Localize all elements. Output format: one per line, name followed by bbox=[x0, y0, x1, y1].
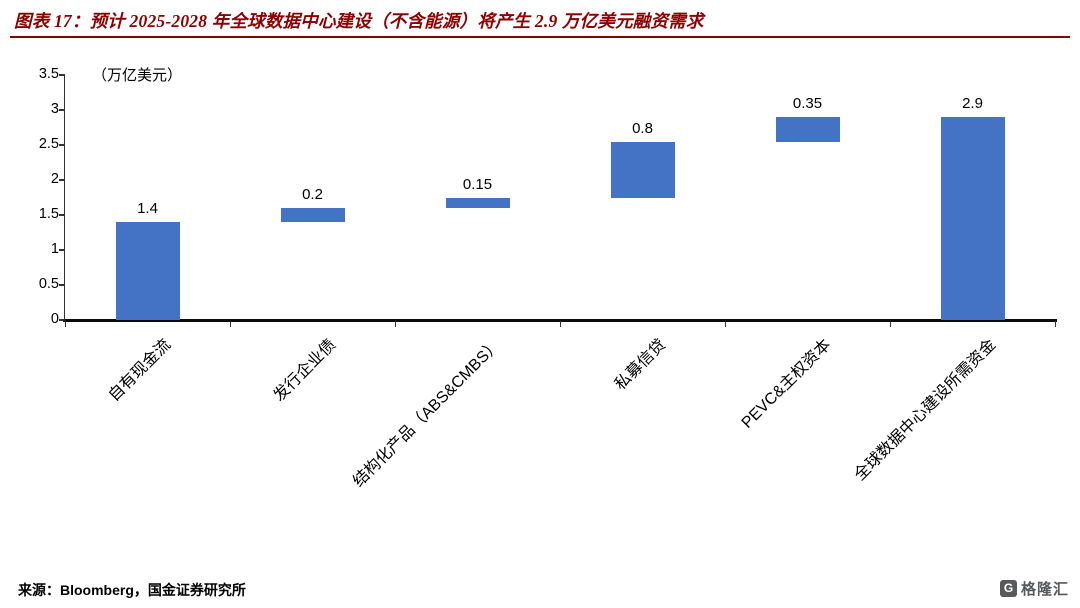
y-tick-mark bbox=[59, 109, 65, 111]
y-tick-label: 2.5 bbox=[38, 136, 59, 152]
x-tick-mark bbox=[559, 321, 561, 327]
y-tick-mark bbox=[59, 319, 65, 321]
y-tick-label: 2 bbox=[50, 171, 59, 187]
waterfall-bar bbox=[775, 117, 840, 142]
plot-area: 1.4 0.2 0.15 0.8 0.35 2.9 bbox=[65, 75, 1055, 320]
gelonghui-watermark: G 格隆汇 bbox=[1000, 578, 1069, 599]
bar-value-label: 0.2 bbox=[302, 186, 323, 203]
waterfall-bar bbox=[610, 141, 675, 198]
bar-value-label: 2.9 bbox=[962, 95, 983, 112]
figure-title: 图表 17：预计 2025-2028 年全球数据中心建设（不含能源）将产生 2.… bbox=[14, 11, 704, 31]
y-tick-mark bbox=[59, 249, 65, 251]
waterfall-bar bbox=[280, 208, 345, 222]
y-tick-mark bbox=[59, 74, 65, 76]
gelonghui-logo-text: 格隆汇 bbox=[1021, 581, 1070, 598]
x-tick-mark bbox=[724, 321, 726, 327]
bar-value-label: 0.8 bbox=[632, 119, 653, 137]
waterfall-bar bbox=[940, 117, 1005, 320]
bar-value-label: 0.35 bbox=[792, 95, 823, 112]
source-note: 来源：Bloomberg，国金证券研究所 bbox=[18, 582, 246, 598]
x-axis-line bbox=[63, 319, 1057, 322]
x-tick-mark bbox=[394, 321, 396, 327]
x-tick-mark bbox=[889, 321, 891, 327]
waterfall-chart: （万亿美元） 0 0.5 1 1.5 2 2.5 3 3.5 自有现金流 发行企业债 结构化产品（… bbox=[38, 66, 1057, 490]
y-tick-label: 1.5 bbox=[38, 206, 59, 222]
y-axis-unit-label: （万亿美元） bbox=[92, 67, 183, 84]
waterfall-bar bbox=[445, 197, 510, 208]
x-tick-mark bbox=[229, 321, 231, 327]
x-tick-mark bbox=[1054, 321, 1056, 327]
title-divider bbox=[10, 36, 1070, 38]
gelonghui-logo-icon: G bbox=[1000, 580, 1017, 597]
bar-value-label: 1.4 bbox=[137, 200, 158, 217]
bar-value-label: 0.15 bbox=[462, 175, 493, 193]
waterfall-bar bbox=[115, 222, 180, 320]
y-tick-label: 3.5 bbox=[38, 66, 59, 82]
y-axis-line bbox=[64, 75, 65, 321]
x-tick-mark bbox=[64, 321, 66, 327]
y-tick-label: 0 bbox=[50, 311, 59, 327]
y-tick-label: 1 bbox=[50, 241, 59, 257]
y-tick-label: 0.5 bbox=[38, 276, 59, 292]
y-tick-mark bbox=[59, 144, 65, 146]
y-tick-mark bbox=[59, 214, 65, 216]
y-tick-mark bbox=[59, 284, 65, 286]
y-tick-label: 3 bbox=[50, 101, 59, 117]
y-tick-mark bbox=[59, 179, 65, 181]
